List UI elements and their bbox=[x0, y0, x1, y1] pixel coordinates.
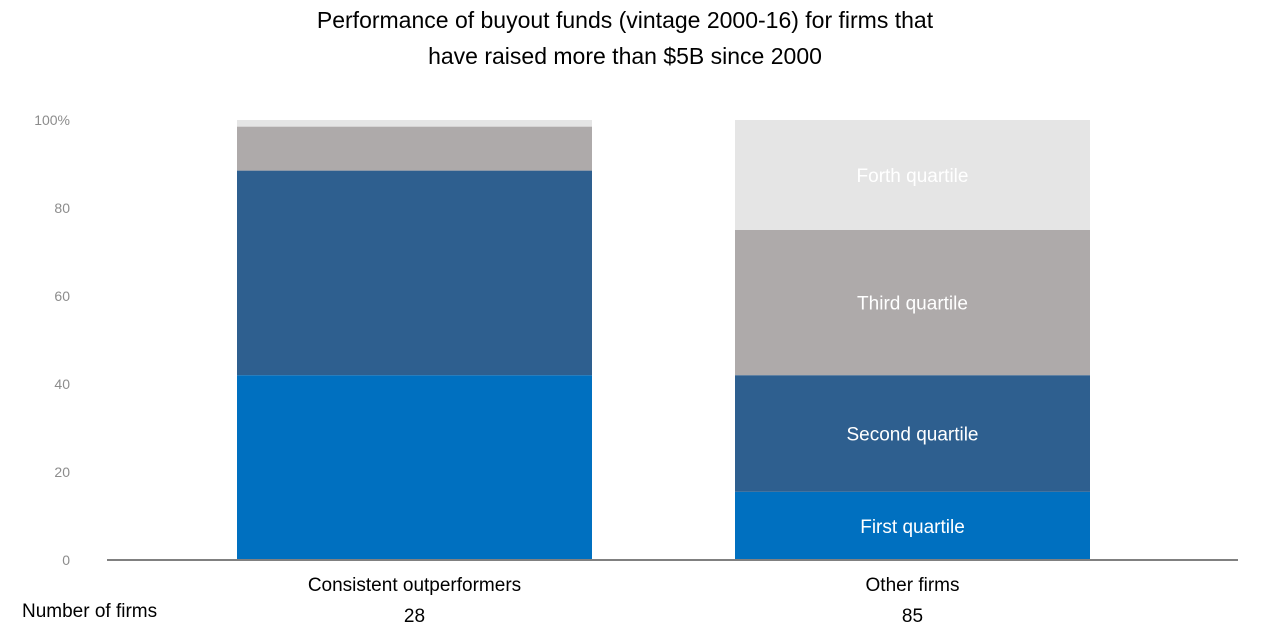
y-axis: 0 20 40 60 80 100% bbox=[34, 112, 70, 568]
bar-segment bbox=[237, 375, 592, 560]
firm-count-label: 28 bbox=[404, 606, 425, 627]
segment-label: Second quartile bbox=[846, 425, 978, 446]
bar-segment bbox=[237, 126, 592, 171]
y-tick-label: 40 bbox=[54, 376, 70, 392]
chart-title: Performance of buyout funds (vintage 200… bbox=[317, 7, 934, 69]
chart-title-line-1: Performance of buyout funds (vintage 200… bbox=[317, 7, 934, 33]
y-tick-label: 20 bbox=[54, 464, 70, 480]
bars: First quartile Second quartile Third quart… bbox=[237, 120, 1090, 560]
bar-segment bbox=[237, 170, 592, 376]
x-axis-labels: Consistent outperformers 28 Other firms 85 bbox=[308, 575, 960, 627]
chart-title-line-2: have raised more than $5B since 2000 bbox=[428, 43, 822, 69]
y-tick-label: 100% bbox=[34, 112, 70, 128]
y-tick-label: 0 bbox=[62, 552, 70, 568]
category-label: Other firms bbox=[866, 575, 960, 596]
bar-segment bbox=[735, 230, 1090, 376]
segment-label: Forth quartile bbox=[857, 166, 969, 187]
segment-label: Third quartile bbox=[857, 294, 968, 315]
y-tick-label: 80 bbox=[54, 200, 70, 216]
y-tick-label: 60 bbox=[54, 288, 70, 304]
bar-segment bbox=[735, 375, 1090, 492]
bar-segment bbox=[237, 120, 592, 127]
firm-count-label: 85 bbox=[902, 606, 923, 627]
category-label: Consistent outperformers bbox=[308, 575, 521, 596]
number-of-firms-label: Number of firms bbox=[22, 601, 157, 622]
bar-segment bbox=[735, 491, 1090, 560]
bar-segment bbox=[735, 120, 1090, 230]
segment-label: First quartile bbox=[860, 517, 965, 538]
